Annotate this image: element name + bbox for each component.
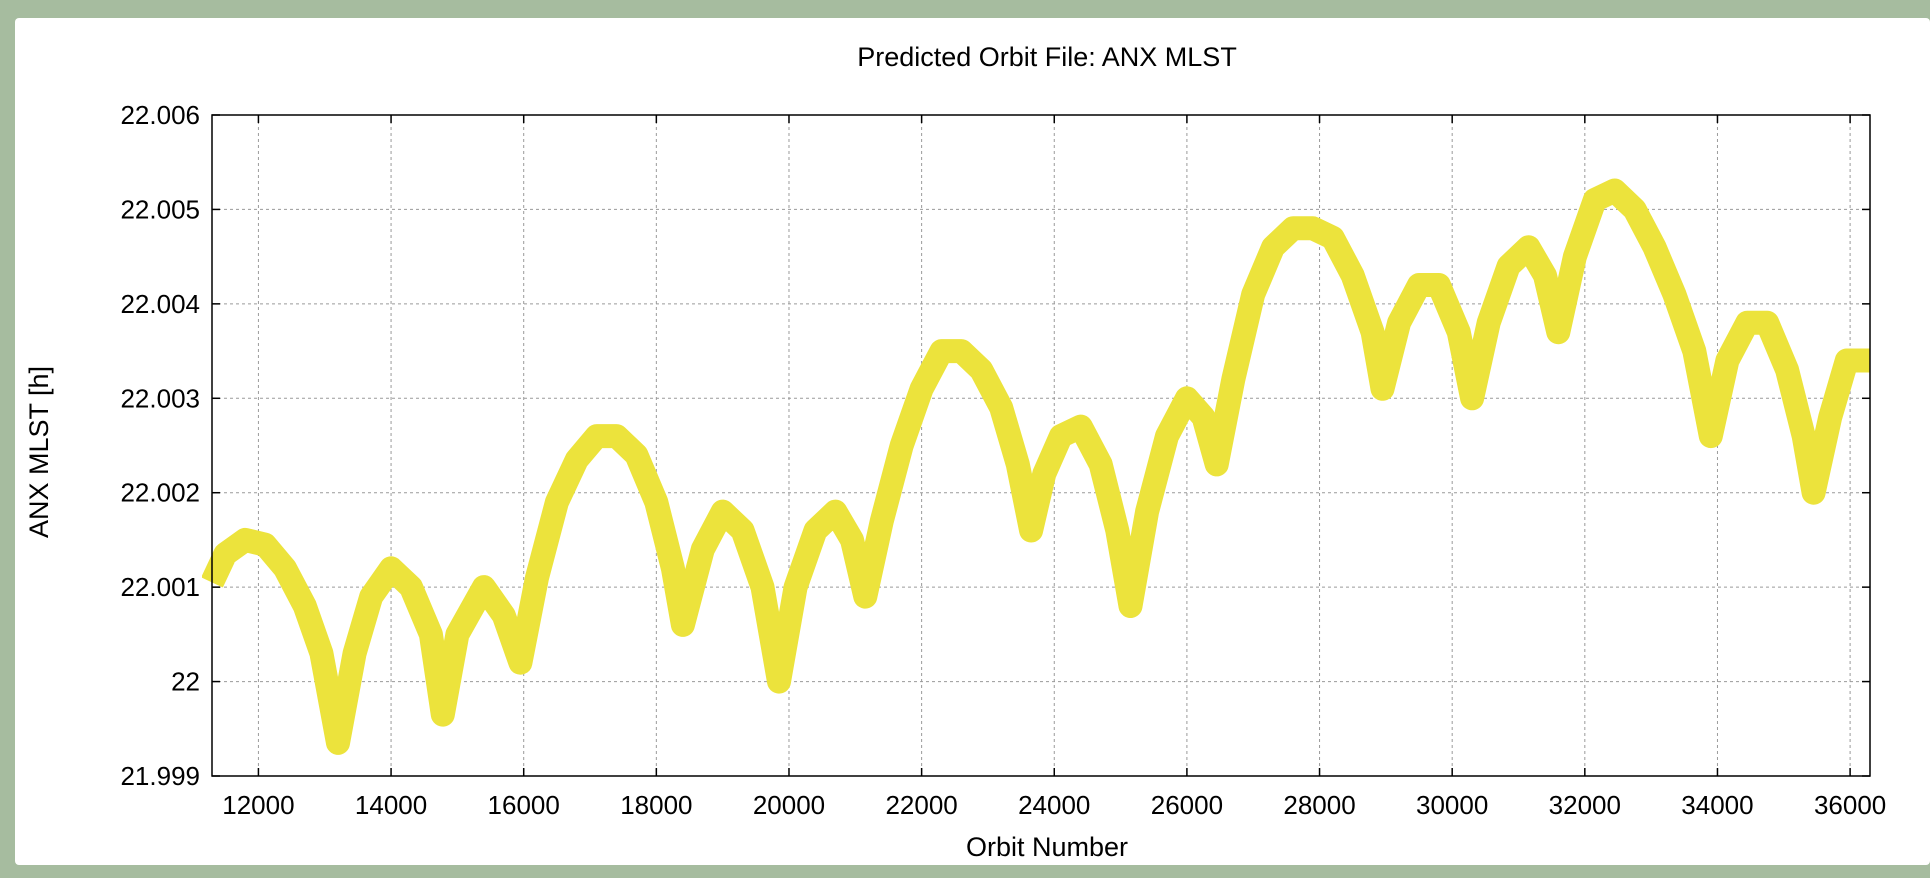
chart-panel: Predicted Orbit File: ANX MLST Orbit Num… — [15, 18, 1930, 865]
y-tick-labels: 21.999 22 22.001 22.002 22.003 22.004 22.005 22… — [120, 100, 200, 791]
x-tick-label: 24000 — [1018, 790, 1090, 820]
x-tick-label: 26000 — [1151, 790, 1223, 820]
x-tick-labels: 12000 14000 16000 18000 20000 22000 24000 26000… — [222, 790, 1886, 820]
y-tick-label: 22.003 — [120, 383, 200, 413]
x-tick-label: 18000 — [620, 790, 692, 820]
series-layer — [202, 178, 1870, 755]
orbit-chart: Predicted Orbit File: ANX MLST Orbit Num… — [24, 42, 1886, 862]
x-tick-label: 36000 — [1814, 790, 1886, 820]
y-tick-label: 22.002 — [120, 478, 200, 508]
x-tick-label: 14000 — [355, 790, 427, 820]
x-tick-label: 16000 — [488, 790, 560, 820]
x-tick-label: 34000 — [1681, 790, 1753, 820]
x-tick-label: 22000 — [885, 790, 957, 820]
x-axis-label: Orbit Number — [966, 832, 1128, 862]
series-line — [202, 178, 1870, 755]
y-tick-label: 22 — [171, 667, 200, 697]
chart-title: Predicted Orbit File: ANX MLST — [857, 42, 1237, 72]
y-tick-label: 22.006 — [120, 100, 200, 130]
plot-frame — [211, 114, 1871, 777]
y-tick-label: 22.005 — [120, 194, 200, 224]
x-tick-label: 30000 — [1416, 790, 1488, 820]
y-tick-label: 22.004 — [120, 289, 200, 319]
x-tick-label: 32000 — [1549, 790, 1621, 820]
x-tick-label: 28000 — [1283, 790, 1355, 820]
y-axis-label: ANX MLST [h] — [24, 366, 54, 538]
x-tick-label: 20000 — [753, 790, 825, 820]
y-tick-label: 22.001 — [120, 572, 200, 602]
x-tick-label: 12000 — [222, 790, 294, 820]
y-tick-label: 21.999 — [120, 761, 200, 791]
